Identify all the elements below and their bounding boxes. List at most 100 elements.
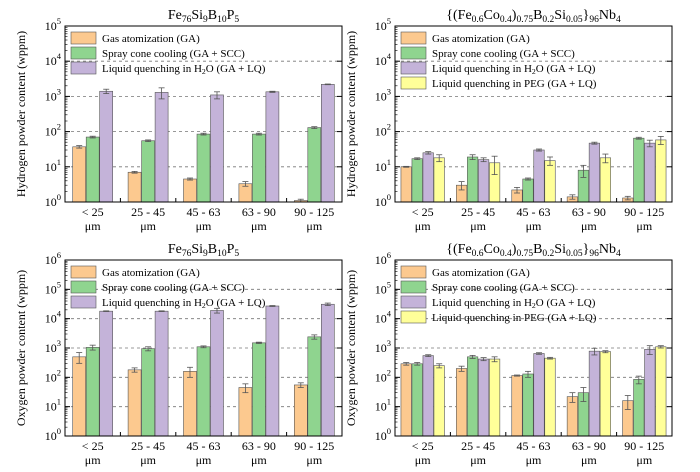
bar-peg [599, 157, 611, 203]
y-axis-label: Hydrogen powder content (wppm) [14, 31, 28, 197]
x-tick-unit: μm [85, 219, 101, 233]
y-tick-label: 102 [375, 367, 391, 384]
y-tick-label: 102 [45, 367, 61, 384]
x-tick-label: < 25 [412, 205, 434, 219]
legend-label: Gas atomization (GA) [102, 267, 200, 279]
x-tick-label: < 25 [82, 439, 104, 453]
legend: Gas atomization (GA) Spray cone cooling (… [70, 31, 266, 76]
y-tick-label: 101 [375, 157, 391, 174]
bar-ga-lq [210, 94, 224, 203]
x-tick-label: 25 - 45 [131, 205, 165, 219]
bar-ga [127, 171, 142, 203]
y-tick-label: 100 [375, 426, 391, 443]
bar-ga [456, 368, 468, 437]
bar-ga-scc [85, 347, 100, 437]
y-tick-label: 104 [375, 51, 392, 68]
y-tick-label: 105 [45, 279, 61, 296]
x-tick-unit: μm [140, 219, 156, 233]
y-tick-label: 100 [45, 426, 61, 443]
y-tick-label: 103 [375, 338, 391, 355]
y-tick-label: 100 [375, 192, 391, 209]
y-axis-label: Oxygen powder content (wppm) [14, 270, 28, 426]
bar-ga-lq [644, 142, 656, 203]
bar-ga-scc [196, 346, 211, 437]
bar-ga-scc [196, 133, 211, 203]
bar-ga-scc [252, 342, 266, 437]
legend-swatch [400, 295, 427, 309]
bar-ga-lq [265, 91, 280, 203]
x-tick-unit: μm [581, 219, 597, 233]
legend-swatch [70, 31, 97, 45]
legend-label: Gas atomization (GA) [432, 33, 530, 45]
x-tick-unit: μm [251, 219, 267, 233]
x-tick-label: < 25 [82, 205, 104, 219]
y-tick-label: 105 [375, 279, 391, 296]
legend-label: Liquid quenching in PEG (GA + LQ) [432, 312, 597, 324]
bar-ga-lq [265, 305, 280, 437]
legend-swatch [400, 310, 427, 324]
legend-label: Spray cone cooling (GA + SCC) [102, 48, 245, 60]
plot-frame [64, 25, 343, 203]
plot-frame [394, 25, 673, 203]
legend: Gas atomization (GA) Spray cone cooling (… [70, 265, 266, 310]
y-tick-label: 103 [375, 86, 391, 103]
bar-ga-lq [478, 358, 490, 437]
y-axis-label: Oxygen powder content (wppm) [344, 270, 358, 426]
x-tick-unit: μm [251, 453, 267, 467]
x-tick-unit: μm [196, 453, 212, 467]
y-tick-label: 100 [45, 192, 61, 209]
bar-peg [655, 346, 667, 437]
bar-ga [72, 146, 86, 203]
bar-ga-scc [307, 127, 322, 203]
legend-swatch [400, 265, 427, 279]
x-tick-label: 63 - 90 [572, 205, 606, 219]
legend-swatch [70, 46, 97, 60]
bar-ga-scc [411, 363, 423, 437]
chart-title: {(Fe0.6Co0.4)0.75B0.2Si0.05}96Nb4 [446, 242, 621, 259]
bar-ga [293, 384, 308, 437]
legend-label: Gas atomization (GA) [102, 33, 200, 45]
x-tick-unit: μm [415, 219, 431, 233]
x-tick-label: 45 - 63 [187, 439, 221, 453]
legend-label: Liquid quenching in H2O (GA + LQ) [432, 63, 596, 76]
bar-ga-scc [467, 356, 479, 437]
bar-ga-scc [467, 156, 479, 203]
x-tick-unit: μm [470, 453, 486, 467]
x-tick-unit: μm [470, 219, 486, 233]
bar-ga-scc [411, 158, 423, 203]
y-tick-label: 106 [45, 250, 61, 267]
y-tick-label: 105 [375, 16, 391, 33]
bar-ga [238, 387, 253, 437]
chart-title: Fe76Si9B10P5 [168, 242, 240, 259]
y-tick-label: 102 [45, 122, 61, 139]
bar-ga-scc [522, 178, 534, 203]
bar-ga-lq [533, 353, 545, 437]
bar-peg [544, 160, 556, 203]
bar-ga-lq [210, 310, 224, 437]
bar-peg [599, 351, 611, 437]
legend-swatch [400, 31, 427, 45]
x-tick-label: 45 - 63 [517, 439, 551, 453]
bar-ga-lq [533, 149, 545, 203]
y-tick-label: 105 [45, 16, 61, 33]
x-tick-unit: μm [140, 453, 156, 467]
bar-ga-scc [522, 373, 534, 437]
bar-peg [433, 157, 445, 203]
bar-ga-lq [99, 90, 113, 203]
x-tick-label: 90 - 125 [624, 439, 664, 453]
x-tick-label: < 25 [412, 439, 434, 453]
chart-title: {(Fe0.6Co0.4)0.75B0.2Si0.05}96Nb4 [446, 8, 621, 25]
bar-ga-scc [633, 379, 645, 437]
legend-swatch [400, 46, 427, 60]
legend-label: Spray cone cooling (GA + SCC) [102, 282, 245, 294]
x-tick-label: 25 - 45 [461, 439, 495, 453]
legend-label: Liquid quenching in H2O (GA + LQ) [102, 63, 266, 76]
bar-ga-lq [99, 310, 113, 437]
chart-title: Fe76Si9B10P5 [168, 8, 240, 25]
bar-ga-lq [320, 303, 335, 437]
legend-label: Liquid quenching in H2O (GA + LQ) [432, 297, 596, 310]
